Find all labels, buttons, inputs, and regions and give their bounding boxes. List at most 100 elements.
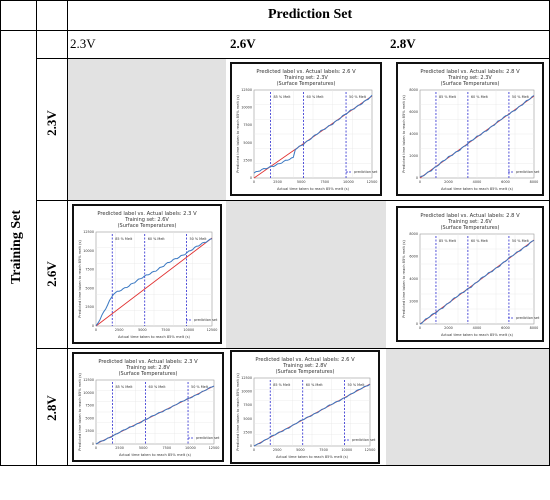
- melt-marker-label: 50 % Melt: [347, 383, 365, 387]
- plot-svg: Predicted label vs. Actual labels: 2.6 V…: [236, 69, 378, 191]
- y-tick-label: 12500: [241, 88, 252, 92]
- x-tick-label: 7500: [161, 328, 170, 332]
- plot-train-2-8v-predict-2-3v: Predicted label vs. Actual labels: 2.3 V…: [72, 352, 224, 462]
- y-tick-label: 12500: [83, 230, 94, 234]
- y-tick-label: 0: [250, 176, 252, 180]
- y-tick-label: 0: [416, 176, 418, 180]
- x-tick-label: 2500: [273, 448, 282, 452]
- legend-label: prediction set: [516, 316, 540, 320]
- x-tick-label: 0: [419, 180, 421, 184]
- x-axis-label: Actual time taken to reach 85% melt (s): [276, 455, 348, 459]
- melt-marker-label: 60 % Melt: [307, 95, 325, 99]
- y-axis-label: Predicted time taken to reach 85% melt (…: [78, 240, 82, 318]
- x-tick-label: 8000: [530, 180, 539, 184]
- y-tick-label: 10000: [83, 249, 94, 253]
- melt-marker-label: 60 % Melt: [471, 239, 489, 243]
- x-tick-label: 4000: [473, 180, 482, 184]
- plot-title: Predicted label vs. Actual labels: 2.3 V: [98, 359, 198, 365]
- x-tick-label: 6000: [501, 326, 510, 330]
- empty-cell-r3c3: [386, 348, 550, 466]
- y-axis-label: Predicted time taken to reach 85% melt (…: [236, 95, 240, 173]
- y-tick-label: 7500: [243, 123, 252, 127]
- melt-marker-label: 85 % Melt: [274, 95, 292, 99]
- plot-train-2-6v-predict-2-8v: Predicted label vs. Actual labels: 2.8 V…: [396, 206, 544, 342]
- x-tick-label: 12500: [365, 448, 376, 452]
- y-tick-label: 2000: [409, 300, 418, 304]
- x-tick-label: 2000: [444, 326, 453, 330]
- y-tick-label: 6000: [409, 255, 418, 259]
- y-tick-label: 0: [416, 322, 418, 326]
- x-tick-label: 2500: [273, 180, 282, 184]
- prediction-set-header: Prediction Set: [268, 7, 353, 22]
- plot-svg: Predicted label vs. Actual labels: 2.6 V…: [236, 357, 376, 459]
- melt-marker-label: 85 % Melt: [116, 385, 134, 389]
- x-axis-label: Actual time taken to reach 85% melt (s): [441, 333, 513, 337]
- legend-label: prediction set: [196, 436, 220, 440]
- x-axis-label: Actual time taken to reach 85% melt (s): [277, 187, 349, 191]
- melt-marker-label: 60 % Melt: [471, 95, 489, 99]
- y-tick-label: 7500: [243, 403, 252, 407]
- x-tick-label: 12500: [209, 446, 220, 450]
- x-tick-label: 0: [95, 446, 97, 450]
- y-tick-label: 2000: [409, 154, 418, 158]
- plot-train-2-6v-predict-2-3v: Predicted label vs. Actual labels: 2.3 V…: [72, 204, 222, 344]
- melt-marker-label: 85 % Melt: [439, 239, 457, 243]
- melt-marker-label: 50 % Melt: [189, 237, 207, 241]
- ideal-line: [95, 237, 213, 327]
- y-tick-label: 2500: [243, 158, 252, 162]
- plot-subtitle: Training set: 2.8V: [125, 365, 170, 371]
- x-tick-label: 6000: [501, 180, 510, 184]
- plot-title: Predicted label vs. Actual labels: 2.8 V: [420, 213, 520, 219]
- row-header-2-6v: 2.6V: [44, 261, 59, 287]
- x-tick-label: 5000: [139, 446, 148, 450]
- x-tick-label: 4000: [473, 326, 482, 330]
- y-tick-label: 0: [250, 444, 252, 448]
- y-tick-label: 4000: [409, 277, 418, 281]
- plot-subtitle2: (Surface Temperatures): [441, 81, 500, 87]
- empty-cell-r1c1: [68, 58, 226, 200]
- plot-svg: Predicted label vs. Actual labels: 2.3 V…: [78, 359, 220, 457]
- x-axis-label: Actual time taken to reach 85% melt (s): [119, 453, 191, 457]
- plot-train-2-3v-predict-2-6v: Predicted label vs. Actual labels: 2.6 V…: [230, 62, 382, 196]
- melt-marker-label: 85 % Melt: [439, 95, 457, 99]
- y-tick-label: 2500: [85, 305, 94, 309]
- x-axis-label: Actual time taken to reach 85% melt (s): [441, 187, 513, 191]
- row-header-2-3v: 2.3V: [44, 110, 59, 136]
- melt-marker-label: 50 % Melt: [512, 239, 530, 243]
- x-tick-label: 0: [419, 326, 421, 330]
- plot-svg: Predicted label vs. Actual labels: 2.8 V…: [402, 213, 540, 337]
- plot-subtitle2: (Surface Temperatures): [441, 225, 500, 231]
- y-axis-label: Predicted time taken to reach 85% melt (…: [402, 240, 406, 318]
- plot-subtitle: Training set: 2.6V: [124, 217, 169, 223]
- prediction-line: [95, 385, 215, 445]
- plot-title: Predicted label vs. Actual labels: 2.8 V: [420, 69, 520, 75]
- y-tick-label: 8000: [409, 232, 418, 236]
- x-tick-label: 0: [253, 180, 255, 184]
- y-tick-label: 7500: [85, 404, 94, 408]
- prediction-line: [95, 238, 213, 327]
- x-tick-label: 2000: [444, 180, 453, 184]
- melt-marker-label: 60 % Melt: [149, 385, 167, 389]
- x-tick-label: 2500: [115, 328, 124, 332]
- x-axis-label: Actual time taken to reach 85% melt (s): [118, 335, 190, 339]
- x-tick-label: 10000: [183, 328, 194, 332]
- legend-label: prediction set: [194, 318, 218, 322]
- y-tick-label: 5000: [243, 141, 252, 145]
- y-tick-label: 5000: [243, 417, 252, 421]
- col-header-2-6v: 2.6V: [230, 36, 256, 51]
- melt-marker-label: 85 % Melt: [115, 237, 133, 241]
- prediction-line: [253, 383, 371, 447]
- melt-marker-label: 50 % Melt: [191, 385, 209, 389]
- plot-title: Predicted label vs. Actual labels: 2.6 V: [255, 357, 355, 363]
- y-tick-label: 0: [92, 324, 94, 328]
- x-tick-label: 10000: [343, 180, 354, 184]
- x-tick-label: 8000: [530, 326, 539, 330]
- training-set-header: Training Set: [9, 209, 24, 285]
- y-axis-label: Predicted time taken to reach 85% melt (…: [236, 373, 240, 451]
- x-tick-label: 7500: [320, 180, 329, 184]
- plot-subtitle: Training set: 2.3V: [283, 75, 328, 81]
- legend-label: prediction set: [516, 170, 540, 174]
- prediction-line: [253, 94, 373, 174]
- y-tick-label: 0: [92, 442, 94, 446]
